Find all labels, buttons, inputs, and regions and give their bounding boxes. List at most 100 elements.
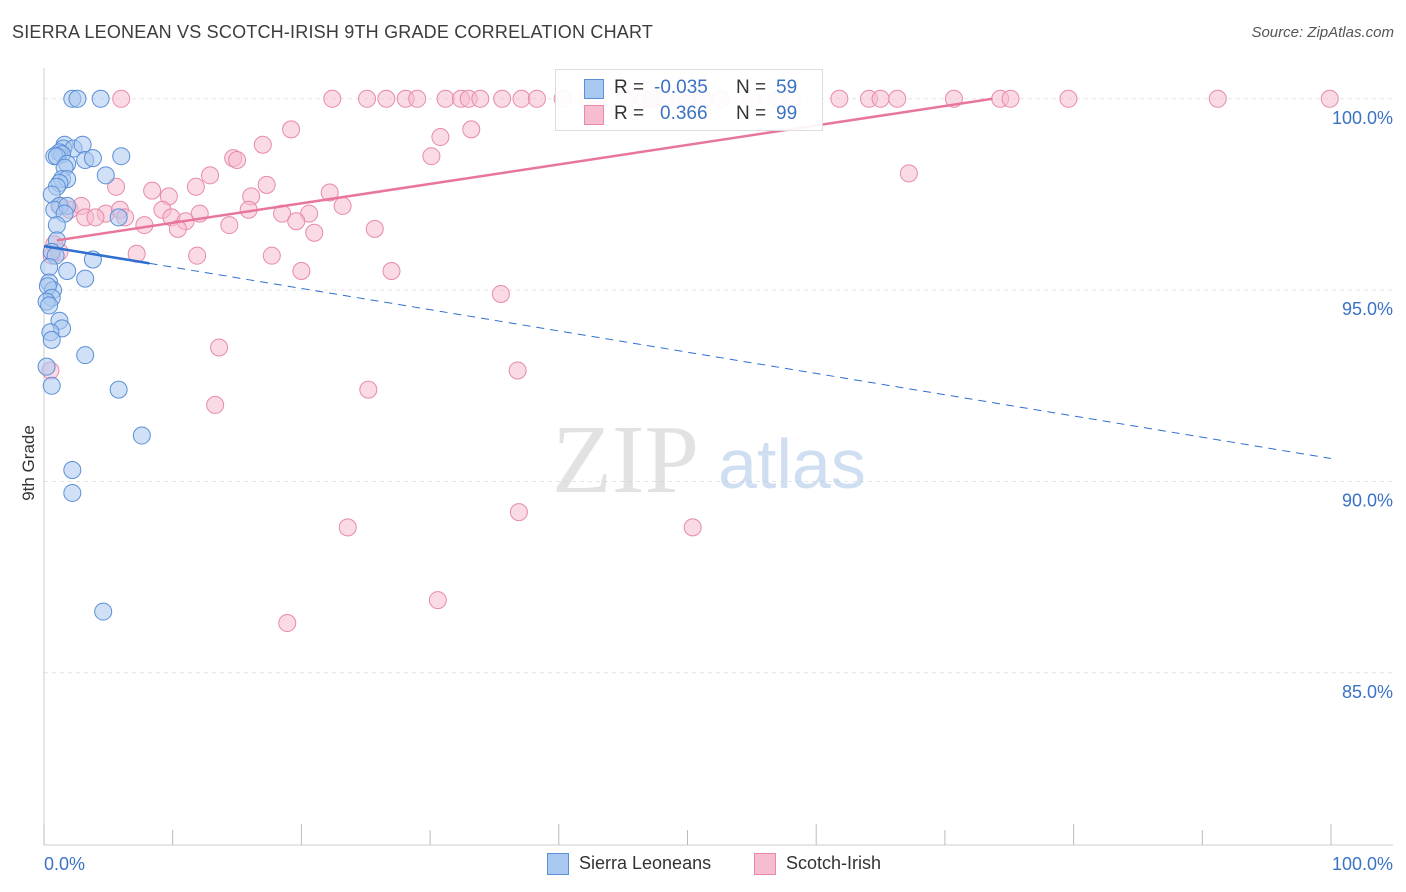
sierra-leonean-point	[109, 380, 128, 399]
sierra-leonean-point	[109, 208, 128, 227]
scotch-irish-point	[408, 89, 427, 108]
scotch-irish-point	[1208, 89, 1227, 108]
bottom-legend-label: Sierra Leoneans	[579, 853, 712, 873]
scotch-irish-point	[201, 166, 220, 185]
scotch-irish-point	[358, 89, 377, 108]
scotch-irish-point	[210, 338, 229, 357]
legend-r-value: -0.035	[654, 77, 708, 98]
watermark: ZIP atlas	[552, 406, 866, 514]
scotch-irish-point	[527, 89, 546, 108]
legend-row-scotch-irish: R = 0.366 N = 99	[556, 101, 822, 127]
scotch-irish-point	[471, 89, 490, 108]
scotch-irish-point	[333, 196, 352, 215]
scotch-irish-point	[1001, 89, 1020, 108]
sierra-leonean-points	[37, 89, 151, 621]
grid-lines	[44, 98, 1393, 674]
scotch-irish-point	[292, 261, 311, 280]
sierra-leonean-point	[94, 602, 113, 621]
scotch-irish-point	[220, 216, 239, 235]
legend-swatch-blue	[584, 79, 604, 99]
scotch-irish-point	[278, 614, 297, 633]
bottom-legend-swatch-blue	[547, 853, 569, 875]
sierra-leonean-trend-extrapolation	[149, 262, 1332, 459]
chart-title: SIERRA LEONEAN VS SCOTCH-IRISH 9TH GRADE…	[12, 22, 654, 42]
scotch-irish-point	[462, 120, 481, 139]
scotch-irish-point	[491, 284, 510, 303]
scotch-irish-points	[41, 89, 1339, 633]
scotch-irish-point	[830, 89, 849, 108]
scotch-irish-point	[508, 361, 527, 380]
sierra-leonean-point	[76, 269, 95, 288]
scotch-irish-point	[509, 503, 528, 522]
scotch-irish-point	[253, 135, 272, 154]
legend-n-label: N =	[736, 77, 767, 98]
y-tick-labels: 85.0% 90.0% 95.0% 100.0%	[1332, 108, 1393, 702]
scotch-irish-point	[257, 175, 276, 194]
legend-n-value: 99	[776, 103, 798, 124]
scotch-irish-point	[112, 89, 131, 108]
scotch-irish-point	[871, 89, 890, 108]
scotch-irish-point	[338, 518, 357, 537]
bottom-legend-swatch-pink	[754, 853, 776, 875]
sierra-leonean-point	[112, 147, 131, 166]
scotch-irish-point	[382, 261, 401, 280]
scotch-irish-point	[359, 380, 378, 399]
scotch-irish-point	[888, 89, 907, 108]
sierra-leonean-point	[42, 376, 61, 395]
scotch-irish-point	[107, 177, 126, 196]
scotch-irish-point	[320, 183, 339, 202]
sierra-leonean-point	[132, 426, 151, 445]
scotch-irish-point	[377, 89, 396, 108]
scotch-irish-point	[1059, 89, 1078, 108]
scotch-irish-point	[86, 208, 105, 227]
scotch-irish-point	[168, 219, 187, 238]
scotch-irish-point	[143, 181, 162, 200]
correlation-legend: R = -0.035 N = 59 R = 0.366 N = 99	[555, 69, 823, 131]
scotch-irish-point	[365, 219, 384, 238]
sierra-leonean-point	[42, 330, 61, 349]
scotch-irish-point	[287, 212, 306, 231]
legend-r-value: 0.366	[660, 103, 708, 124]
legend-n-label: N =	[736, 103, 767, 124]
sierra-leonean-point	[76, 346, 95, 365]
scotch-irish-point	[428, 591, 447, 610]
scotch-irish-point	[323, 89, 342, 108]
y-tick-label: 85.0%	[1342, 682, 1393, 702]
scotch-irish-point	[422, 147, 441, 166]
scotch-irish-point	[899, 164, 918, 183]
scotch-irish-point	[228, 151, 247, 170]
sierra-leonean-point	[37, 357, 56, 376]
scotch-irish-point	[206, 395, 225, 414]
scotch-irish-point	[431, 128, 450, 147]
trend-lines	[43, 97, 1332, 459]
scotch-irish-point	[683, 518, 702, 537]
watermark-zip: ZIP	[552, 406, 699, 514]
sierra-leonean-point	[96, 166, 115, 185]
sierra-leonean-point	[83, 149, 102, 168]
scotch-irish-point	[1320, 89, 1339, 108]
legend-swatch-pink	[584, 105, 604, 125]
y-tick-label: 100.0%	[1332, 108, 1393, 128]
sierra-leonean-point	[58, 261, 77, 280]
y-tick-label: 95.0%	[1342, 299, 1393, 319]
scotch-irish-point	[262, 246, 281, 265]
scotch-irish-point	[282, 120, 301, 139]
legend-n-value: 59	[776, 77, 798, 98]
legend-r-label: R =	[614, 77, 645, 98]
scotch-irish-point	[493, 89, 512, 108]
scotch-irish-point	[186, 177, 205, 196]
sierra-leonean-point	[47, 216, 66, 235]
scotch-irish-point	[512, 89, 531, 108]
scotch-irish-point	[188, 246, 207, 265]
scotch-irish-trend-line	[56, 97, 993, 242]
sierra-leonean-point	[40, 296, 59, 315]
y-tick-label: 90.0%	[1342, 490, 1393, 510]
watermark-atlas: atlas	[718, 425, 866, 503]
sierra-leonean-point	[68, 89, 87, 108]
sierra-leonean-point	[40, 258, 59, 277]
sierra-leonean-point	[63, 460, 82, 479]
y-axis-title: 9th Grade	[19, 425, 38, 501]
scotch-irish-point	[436, 89, 455, 108]
legend-row-sierra-leoneans: R = -0.035 N = 59	[556, 75, 822, 101]
sierra-leonean-point	[63, 483, 82, 502]
